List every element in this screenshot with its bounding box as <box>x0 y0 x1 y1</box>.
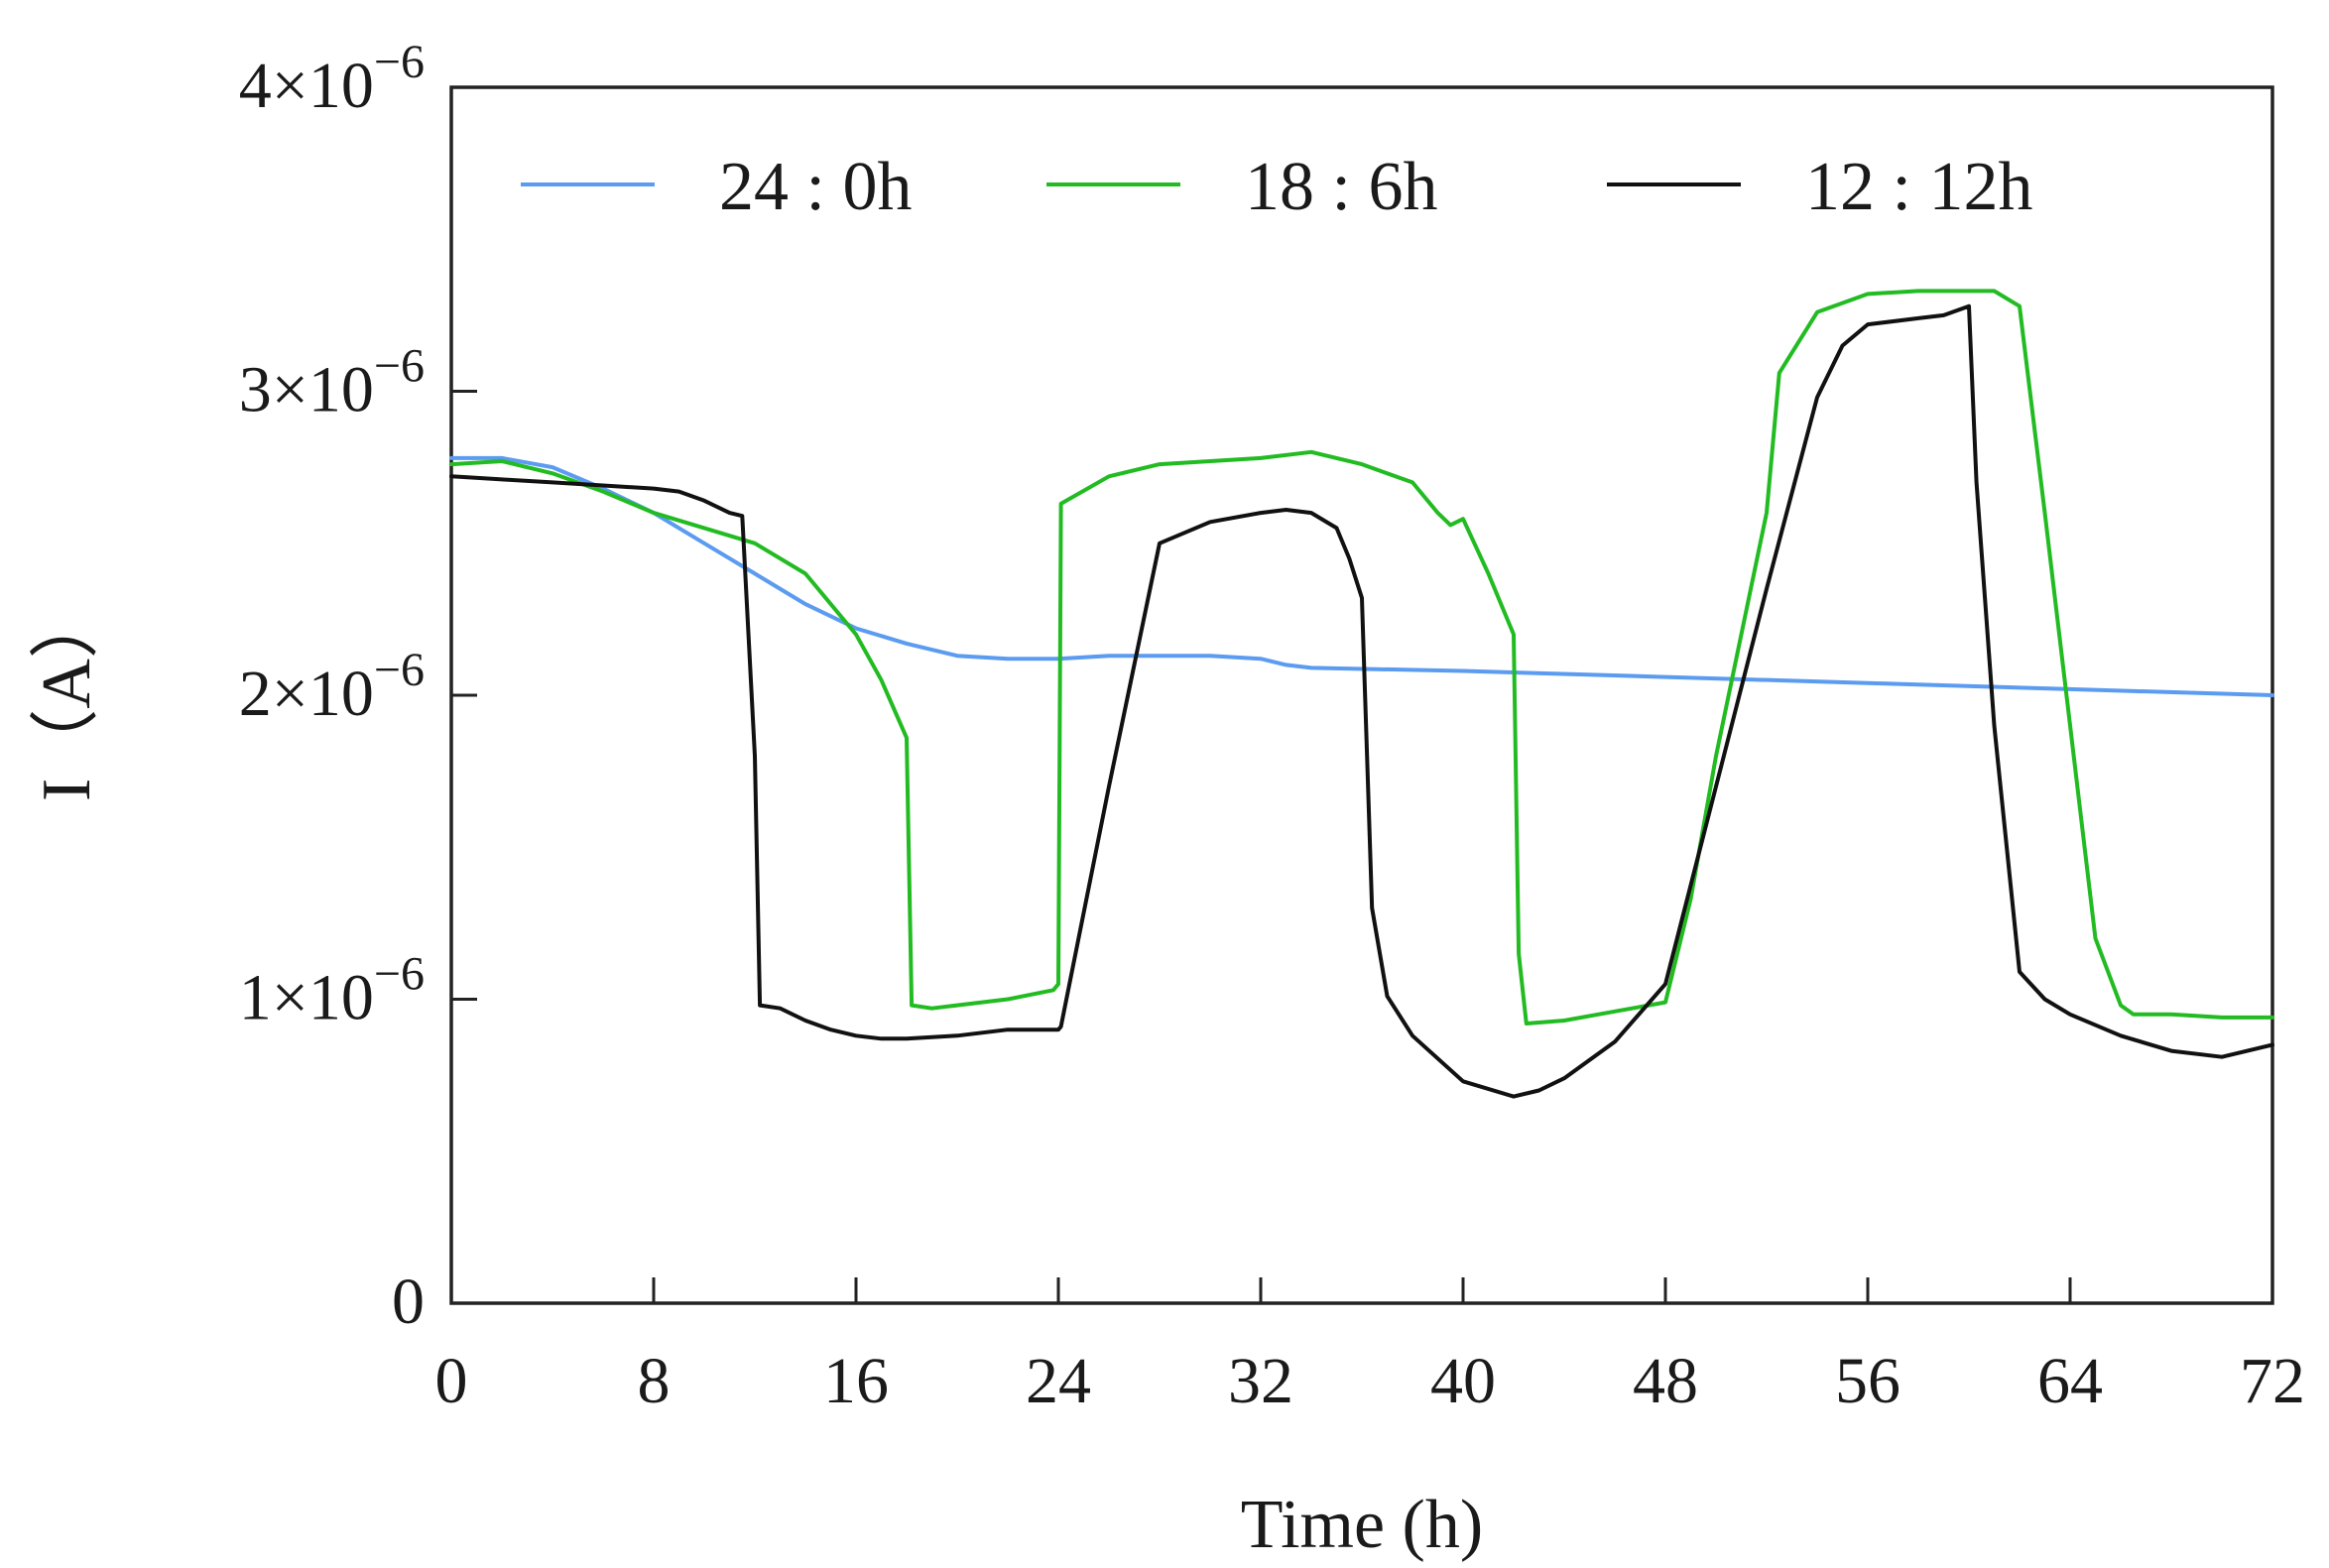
x-tick-label: 72 <box>2240 1345 2305 1417</box>
x-axis-title: Time (h) <box>1241 1487 1483 1563</box>
legend-label-0: 24 : 0h <box>719 149 912 225</box>
series-layer <box>449 289 2274 1099</box>
x-tick-label: 48 <box>1633 1345 1698 1417</box>
legend: 24 : 0h 18 : 6h 12 : 12h <box>521 149 2032 225</box>
series-line-0 <box>449 455 2274 697</box>
legend-label-1: 18 : 6h <box>1245 149 1437 225</box>
series-line-1 <box>449 289 2274 1025</box>
y-tick-label: 4×10−6 <box>239 36 425 122</box>
x-tick-label: 56 <box>1835 1345 1900 1417</box>
x-tick-label: 64 <box>2037 1345 2103 1417</box>
y-tick-label: 3×10−6 <box>239 340 425 426</box>
plot-area-frame <box>449 85 2274 1305</box>
series-line-2 <box>449 303 2274 1099</box>
x-tick-label: 32 <box>1228 1345 1293 1417</box>
x-tick-label: 24 <box>1026 1345 1091 1417</box>
legend-label-2: 12 : 12h <box>1805 149 2032 225</box>
axis-ticks: 0 8 16 24 32 40 48 56 64 72 0 1×10−6 2×10−6 3×10−6 4×1… <box>239 36 2305 1417</box>
y-axis-title: I（A） <box>29 589 105 801</box>
x-tick-label: 40 <box>1430 1345 1496 1417</box>
y-tick-label: 1×10−6 <box>239 948 425 1034</box>
x-tick-label: 16 <box>823 1345 889 1417</box>
x-tick-label: 0 <box>435 1345 468 1417</box>
x-tick-label: 8 <box>638 1345 671 1417</box>
y-tick-label: 0 <box>392 1266 425 1338</box>
y-tick-label: 2×10−6 <box>239 644 425 730</box>
